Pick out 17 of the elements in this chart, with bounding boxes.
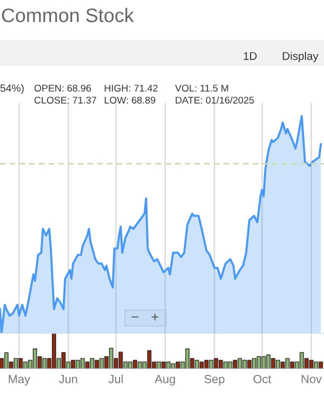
x-tick-label: Sep xyxy=(204,374,224,386)
text: DATE: 01/16/2025 xyxy=(176,96,254,104)
chart-title: Common Stock xyxy=(2,8,134,22)
text: VOL: 11.5 M xyxy=(175,84,228,92)
text: 1D xyxy=(244,52,257,60)
text: CLOSE: 71.37 xyxy=(34,96,96,104)
text: OPEN: 68.96 xyxy=(34,84,91,92)
text: 54%) xyxy=(0,84,24,94)
x-tick-label: Jul xyxy=(108,374,123,384)
x-tick-label: Jun xyxy=(58,374,78,384)
text: Display xyxy=(282,52,318,62)
text: LOW: 68.89 xyxy=(104,96,156,104)
x-tick-label: May xyxy=(8,374,30,386)
x-tick-label: Oct xyxy=(253,374,272,384)
text: HIGH: 71.42 xyxy=(104,84,158,92)
x-tick-label: Nov xyxy=(302,374,322,384)
x-tick-label: Aug xyxy=(154,374,175,386)
